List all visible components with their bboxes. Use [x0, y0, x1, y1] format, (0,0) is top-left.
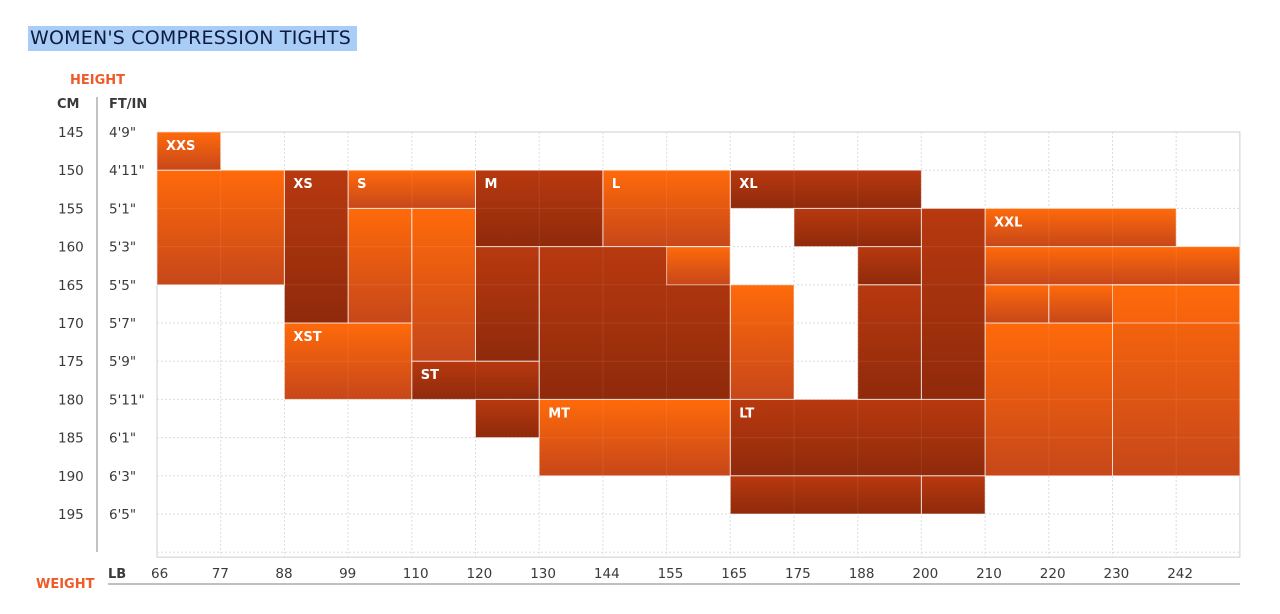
weight-lb-tick: 155 — [658, 566, 684, 582]
size-region-l — [666, 246, 731, 285]
size-region-st — [411, 361, 540, 400]
size-region-st — [475, 399, 540, 438]
size-region-xl — [857, 246, 922, 285]
size-region-xxl — [1112, 284, 1240, 476]
weight-lb-tick: 99 — [339, 566, 356, 582]
weight-lb-tick: 230 — [1104, 566, 1130, 582]
height-ftin-tick: 6'3" — [109, 469, 136, 485]
size-region-xl — [794, 208, 922, 247]
size-region-xxl — [985, 284, 1049, 323]
weight-lb-tick: 175 — [785, 566, 811, 582]
height-ftin-tick: 5'1" — [109, 201, 136, 217]
weight-lb-tick: 188 — [849, 566, 875, 582]
height-ftin-tick: 4'9" — [109, 125, 136, 141]
size-region-xl — [921, 208, 986, 400]
height-cm-tick: 150 — [58, 163, 84, 179]
size-label-m: M — [485, 177, 498, 192]
height-ftin-tick: 6'5" — [109, 507, 136, 523]
size-region-l — [602, 170, 731, 247]
weight-lb-tick: 200 — [912, 566, 938, 582]
height-cm-tick: 165 — [58, 278, 84, 294]
height-ftin-tick: 5'11" — [109, 392, 145, 408]
weight-lb-tick: 110 — [403, 566, 429, 582]
size-label-l: L — [612, 177, 620, 192]
size-label-xs: XS — [293, 177, 312, 192]
height-cm-tick: 170 — [58, 316, 84, 332]
weight-lb-tick: 77 — [212, 566, 229, 582]
weight-lb-tick: 120 — [467, 566, 493, 582]
size-region-lt — [730, 399, 986, 476]
size-label-xxs: XXS — [166, 139, 195, 154]
axes: HEIGHT CM FT/IN 145 150 155 160 165 170 175 180 185… — [36, 73, 1240, 592]
weight-axis-label: WEIGHT — [36, 577, 95, 592]
height-cm-tick: 190 — [58, 469, 84, 485]
size-region-outline — [729, 475, 922, 515]
size-region-mt — [539, 399, 731, 476]
size-region-xxs — [157, 170, 285, 285]
lb-header: LB — [108, 567, 126, 582]
size-region-xxs — [157, 132, 221, 171]
size-region-s — [348, 208, 412, 323]
ftin-header: FT/IN — [109, 97, 147, 112]
size-region-xl — [730, 170, 922, 209]
size-region-m — [475, 170, 603, 247]
size-region-s — [411, 208, 476, 362]
height-ftin-tick: 5'9" — [109, 354, 136, 370]
weight-lb-tick: 130 — [530, 566, 556, 582]
height-cm-tick: 195 — [58, 507, 84, 523]
size-label-xst: XST — [293, 330, 321, 345]
height-cm-tick: 175 — [58, 354, 84, 370]
page-title: WOMEN'S COMPRESSION TIGHTS — [28, 26, 357, 51]
size-region-xxl — [985, 208, 1177, 247]
size-label-xl: XL — [739, 177, 757, 192]
size-region-xxl — [985, 323, 1113, 476]
weight-lb-tick: 242 — [1167, 566, 1193, 582]
size-region-xxl — [985, 246, 1240, 285]
height-axis-label: HEIGHT — [70, 73, 125, 88]
size-label-st: ST — [421, 368, 439, 383]
size-regions — [156, 131, 1241, 515]
size-region-m — [475, 246, 540, 362]
size-labels: XXS XS S M L XL XXL XST ST MT LT — [166, 139, 1022, 421]
size-region-lt — [921, 475, 986, 514]
height-cm-tick: 145 — [58, 125, 84, 141]
weight-lb-tick: 66 — [151, 566, 168, 582]
height-ftin-tick: 5'7" — [109, 316, 136, 332]
height-ftin-tick: 5'3" — [109, 240, 136, 256]
size-label-s: S — [357, 177, 366, 192]
weight-lb-tick: 220 — [1040, 566, 1066, 582]
height-cm-tick: 160 — [58, 240, 84, 256]
size-region-xs — [284, 170, 349, 323]
weight-lb-tick: 210 — [976, 566, 1002, 582]
height-cm-tick: 180 — [58, 392, 84, 408]
height-ftin-tick: 4'11" — [109, 163, 145, 179]
size-region-l — [730, 284, 794, 400]
weight-lb-tick: 88 — [275, 566, 292, 582]
size-label-lt: LT — [739, 406, 754, 421]
height-ftin-tick: 5'5" — [109, 278, 136, 294]
size-label-xxl: XXL — [994, 215, 1022, 230]
size-region-lt — [730, 475, 922, 514]
weight-lb-tick: 165 — [721, 566, 747, 582]
height-cm-tick: 185 — [58, 431, 84, 447]
size-region-s — [348, 170, 476, 209]
height-cm-tick: 155 — [58, 201, 84, 217]
size-region-xl — [857, 284, 922, 400]
height-ftin-tick: 6'1" — [109, 431, 136, 447]
cm-header: CM — [57, 97, 79, 112]
size-region-outline — [666, 246, 731, 286]
weight-lb-tick: 144 — [594, 566, 620, 582]
size-region-xst — [284, 323, 412, 400]
size-label-mt: MT — [548, 406, 570, 421]
